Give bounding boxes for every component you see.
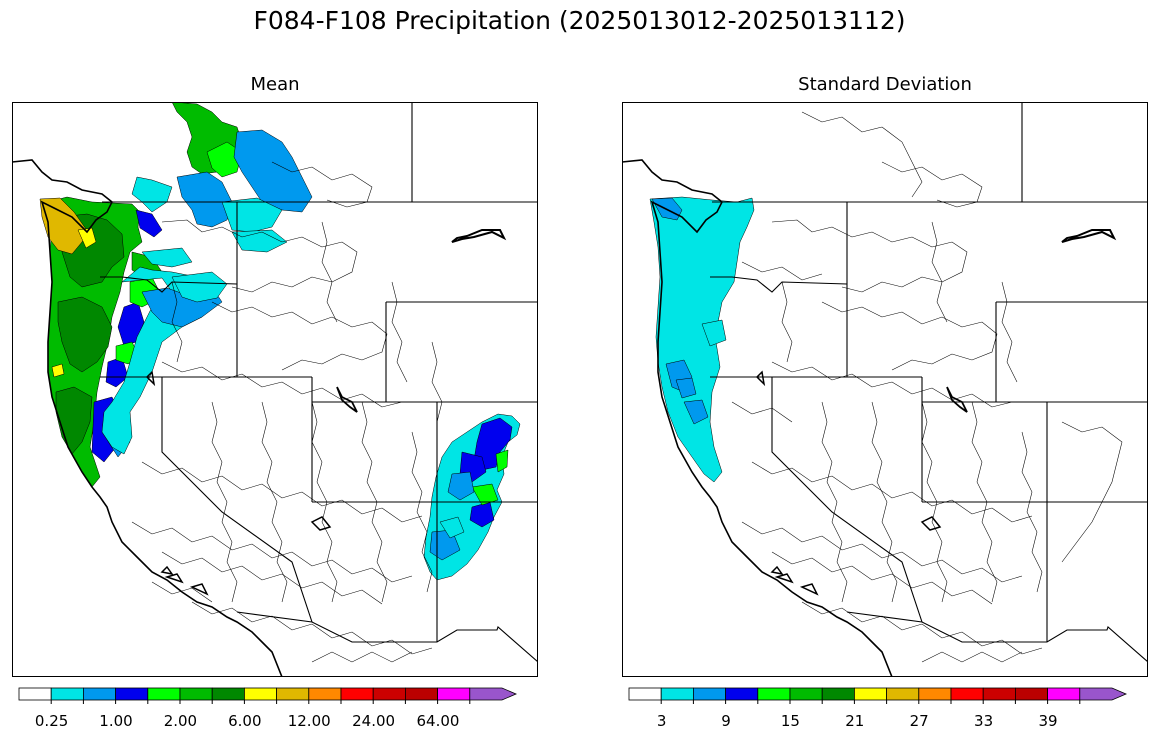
mean-colorbar-swatch (437, 687, 471, 701)
mean-tick-label: 0.25 (35, 712, 68, 730)
mean-tick-label: 6.00 (228, 712, 261, 730)
std-colorbar: 3 9 15 21 27 33 39 (628, 687, 1128, 730)
mean-colorbar-swatch (115, 687, 149, 701)
mean-coastline (12, 159, 283, 677)
std-colorbar-labels: 3 9 15 21 27 33 39 (657, 712, 1058, 730)
std-map-frame (622, 102, 1148, 677)
std-tick-label: 15 (781, 712, 800, 730)
mean-colorbar-swatch (308, 687, 342, 701)
figure-title: F084-F108 Precipitation (2025013012-2025… (253, 6, 906, 35)
std-colorbar-swatch (853, 687, 887, 701)
mean-colorbar-swatch (147, 687, 181, 701)
mean-colorbar-swatches (18, 687, 518, 701)
mean-colorbar-swatch (18, 687, 52, 701)
std-colorbar-swatch (1014, 687, 1048, 701)
mean-colorbar-swatch (276, 687, 310, 701)
std-colorbar-swatch (821, 687, 855, 701)
mean-colorbar-swatch (211, 687, 245, 701)
mean-precipitation-map (12, 102, 538, 677)
std-state-borders (710, 102, 1148, 663)
std-panel-title: Standard Deviation (798, 74, 972, 95)
mean-precip-fills (39, 102, 521, 581)
std-coastline (622, 159, 893, 677)
std-tick-label: 9 (721, 712, 731, 730)
mean-colorbar-swatch (243, 687, 277, 701)
std-colorbar-swatch (918, 687, 952, 701)
std-colorbar-swatch (886, 687, 920, 701)
std-colorbar-ticks (660, 700, 1081, 704)
std-colorbar-swatch (693, 687, 727, 701)
std-tick-label: 27 (910, 712, 929, 730)
mean-tick-label: 2.00 (164, 712, 197, 730)
std-tick-label: 39 (1038, 712, 1057, 730)
std-precip-fills (649, 196, 755, 483)
std-colorbar-swatch (1079, 687, 1128, 701)
mean-panel-title: Mean (250, 74, 300, 95)
std-colorbar-swatch (789, 687, 823, 701)
mean-colorbar-swatch (404, 687, 438, 701)
mean-colorbar-swatch (179, 687, 213, 701)
mean-colorbar-swatch (50, 687, 84, 701)
mean-colorbar: 0.25 1.00 2.00 6.00 12.00 24.00 64.00 (18, 687, 518, 730)
mean-colorbar-swatch (83, 687, 117, 701)
std-colorbar-swatch (757, 687, 791, 701)
std-colorbar-swatch (1047, 687, 1081, 701)
std-colorbar-swatch (628, 687, 662, 701)
mean-tick-label: 12.00 (288, 712, 331, 730)
std-colorbar-swatch (660, 687, 694, 701)
mean-colorbar-labels: 0.25 1.00 2.00 6.00 12.00 24.00 64.00 (35, 712, 460, 730)
std-colorbar-swatch (982, 687, 1016, 701)
mean-map-frame (12, 102, 538, 677)
mean-tick-label: 24.00 (352, 712, 395, 730)
std-tick-label: 3 (657, 712, 667, 730)
mean-tick-label: 1.00 (99, 712, 132, 730)
std-deviation-map (622, 102, 1148, 677)
mean-tick-label: 64.00 (417, 712, 460, 730)
std-tick-label: 33 (974, 712, 993, 730)
mean-colorbar-swatch (340, 687, 374, 701)
mean-basin-outlines (131, 161, 443, 663)
mean-colorbar-swatch (372, 687, 406, 701)
mean-colorbar-ticks (50, 700, 471, 704)
std-colorbar-swatches (628, 687, 1128, 701)
std-colorbar-swatch (725, 687, 759, 701)
std-colorbar-swatch (950, 687, 984, 701)
std-tick-label: 21 (845, 712, 864, 730)
mean-state-borders (100, 102, 538, 663)
mean-colorbar-swatch (469, 687, 518, 701)
